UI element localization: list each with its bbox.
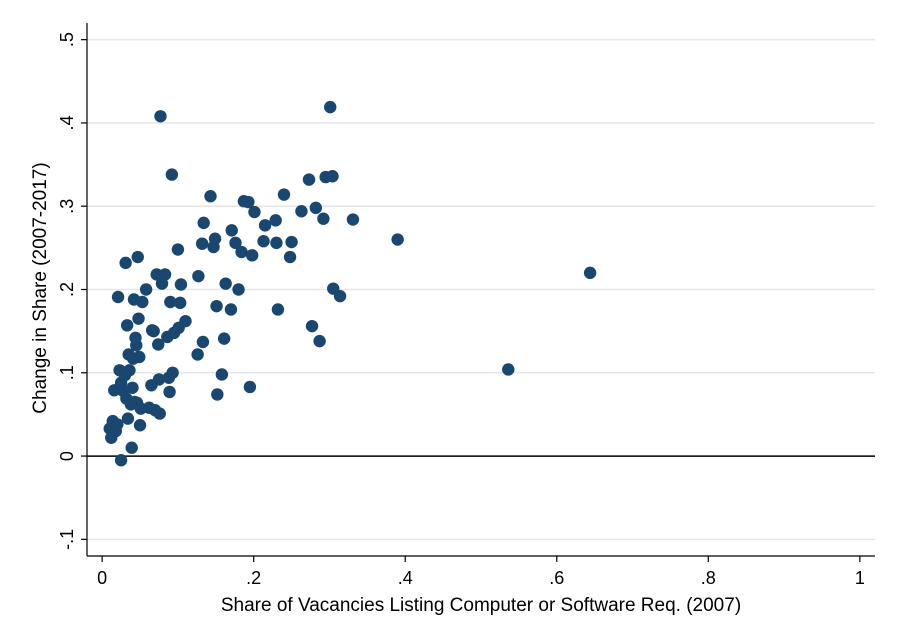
data-point: [215, 368, 229, 381]
data-point: [295, 205, 308, 218]
data-point: [257, 234, 270, 248]
y-tick-label: .5: [57, 32, 77, 47]
data-point: [191, 348, 204, 361]
data-point: [119, 256, 132, 270]
data-point: [130, 339, 143, 352]
y-tick-label: .1: [57, 365, 77, 380]
data-point: [132, 312, 145, 325]
data-point: [391, 233, 404, 246]
y-tick-label: .3: [57, 199, 77, 214]
data-point: [179, 314, 192, 328]
data-point: [126, 381, 139, 394]
y-tick-label: .4: [57, 115, 77, 130]
data-point: [196, 335, 210, 349]
data-point: [133, 350, 146, 364]
x-axis-title: Share of Vacancies Listing Computer or S…: [221, 595, 741, 616]
data-point: [305, 319, 319, 333]
data-point: [133, 419, 147, 432]
data-point: [270, 236, 283, 250]
data-point: [302, 173, 316, 186]
data-point: [583, 266, 597, 280]
data-point: [173, 296, 187, 310]
data-point: [136, 295, 149, 309]
data-point: [243, 380, 257, 394]
axes: [81, 23, 875, 562]
data-point: [120, 319, 134, 332]
x-tick-label: 0: [97, 568, 107, 588]
x-tick-label: .8: [701, 568, 716, 588]
data-point: [165, 168, 179, 181]
data-point: [309, 201, 323, 215]
data-point: [313, 334, 326, 348]
x-tick-label: 1: [855, 568, 865, 588]
data-point: [208, 232, 222, 245]
data-point: [164, 295, 177, 309]
data-point: [258, 219, 272, 232]
data-point: [166, 366, 179, 379]
data-point: [204, 190, 217, 203]
data-points: [103, 100, 597, 467]
data-point: [346, 213, 360, 226]
data-point: [111, 290, 125, 304]
x-tick-label: .6: [549, 568, 564, 588]
data-point: [192, 269, 205, 283]
data-point: [125, 441, 138, 454]
data-point: [285, 235, 298, 249]
data-point: [211, 388, 224, 401]
tick-labels: -.1 0 .1 .2 .3 .4 .5 0 .2 .4 .6 .8 1: [57, 32, 865, 588]
data-point: [277, 188, 291, 201]
data-point: [229, 236, 242, 250]
data-point: [131, 250, 144, 264]
data-point: [139, 283, 153, 296]
data-point: [219, 277, 232, 290]
data-point: [248, 205, 261, 219]
y-tick-label: .2: [57, 282, 77, 297]
data-point: [502, 363, 515, 376]
data-point: [163, 385, 176, 399]
data-point: [111, 418, 124, 431]
data-point: [224, 303, 238, 316]
data-point: [154, 110, 167, 123]
data-point: [232, 283, 245, 296]
data-point: [152, 373, 166, 386]
data-point: [269, 214, 282, 227]
data-point: [242, 195, 255, 209]
data-point: [245, 249, 259, 262]
data-point: [324, 100, 337, 114]
x-tick-label: .2: [246, 568, 261, 588]
data-point: [217, 332, 231, 345]
x-tick-label: .4: [398, 568, 413, 588]
data-point: [235, 245, 248, 259]
data-point: [121, 412, 135, 425]
data-point: [152, 338, 165, 351]
data-point: [333, 289, 347, 303]
data-point: [171, 243, 185, 256]
data-point: [326, 170, 339, 183]
data-point: [174, 278, 188, 291]
y-tick-label: 0: [57, 451, 77, 461]
y-axis-title: Change in Share (2007-2017): [30, 162, 51, 413]
data-point: [317, 212, 330, 225]
data-point: [114, 454, 128, 467]
data-point: [210, 299, 223, 313]
data-point: [195, 237, 209, 250]
y-tick-label: -.1: [57, 529, 77, 550]
data-point: [197, 216, 210, 230]
data-point: [271, 303, 285, 316]
data-point: [123, 364, 136, 377]
data-point: [153, 407, 166, 420]
data-point: [147, 324, 160, 338]
data-point: [158, 268, 172, 281]
data-point: [225, 224, 238, 237]
data-point: [283, 250, 297, 264]
